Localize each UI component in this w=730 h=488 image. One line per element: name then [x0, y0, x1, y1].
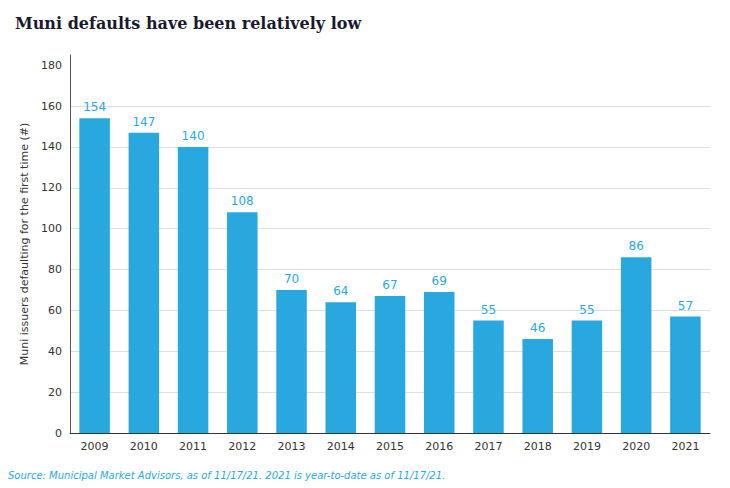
svg-text:120: 120 [41, 181, 62, 194]
svg-text:2017: 2017 [474, 440, 502, 453]
svg-text:2016: 2016 [425, 440, 453, 453]
svg-text:69: 69 [432, 274, 447, 288]
svg-text:2019: 2019 [573, 440, 601, 453]
svg-text:2012: 2012 [228, 440, 256, 453]
svg-text:40: 40 [48, 345, 62, 358]
svg-text:20: 20 [48, 386, 62, 399]
svg-text:2011: 2011 [179, 440, 207, 453]
svg-text:67: 67 [382, 278, 397, 292]
svg-text:100: 100 [41, 222, 62, 235]
svg-text:2009: 2009 [81, 440, 109, 453]
svg-text:Source: Municipal Market Advis: Source: Municipal Market Advisors, as of… [8, 470, 445, 481]
svg-text:46: 46 [530, 321, 545, 335]
svg-text:86: 86 [629, 239, 644, 253]
svg-text:180: 180 [41, 59, 62, 72]
svg-text:80: 80 [48, 263, 62, 276]
svg-text:2014: 2014 [327, 440, 355, 453]
svg-text:64: 64 [333, 284, 348, 298]
svg-text:57: 57 [678, 299, 693, 313]
svg-text:108: 108 [231, 194, 254, 208]
svg-text:160: 160 [41, 100, 62, 113]
svg-text:Muni issuers defaulting for th: Muni issuers defaulting for the first ti… [18, 123, 31, 366]
svg-text:2021: 2021 [671, 440, 699, 453]
svg-text:70: 70 [284, 272, 299, 286]
svg-text:140: 140 [41, 140, 62, 153]
svg-text:154: 154 [83, 100, 106, 114]
svg-text:2020: 2020 [622, 440, 650, 453]
svg-text:55: 55 [481, 303, 496, 317]
svg-text:147: 147 [132, 115, 155, 129]
svg-text:2010: 2010 [130, 440, 158, 453]
svg-text:60: 60 [48, 304, 62, 317]
svg-text:0: 0 [55, 427, 62, 440]
svg-text:2013: 2013 [278, 440, 306, 453]
svg-text:55: 55 [579, 303, 594, 317]
svg-text:2015: 2015 [376, 440, 404, 453]
svg-text:Muni defaults have been relati: Muni defaults have been relatively low [15, 14, 362, 33]
svg-text:2018: 2018 [524, 440, 552, 453]
svg-text:140: 140 [182, 129, 205, 143]
